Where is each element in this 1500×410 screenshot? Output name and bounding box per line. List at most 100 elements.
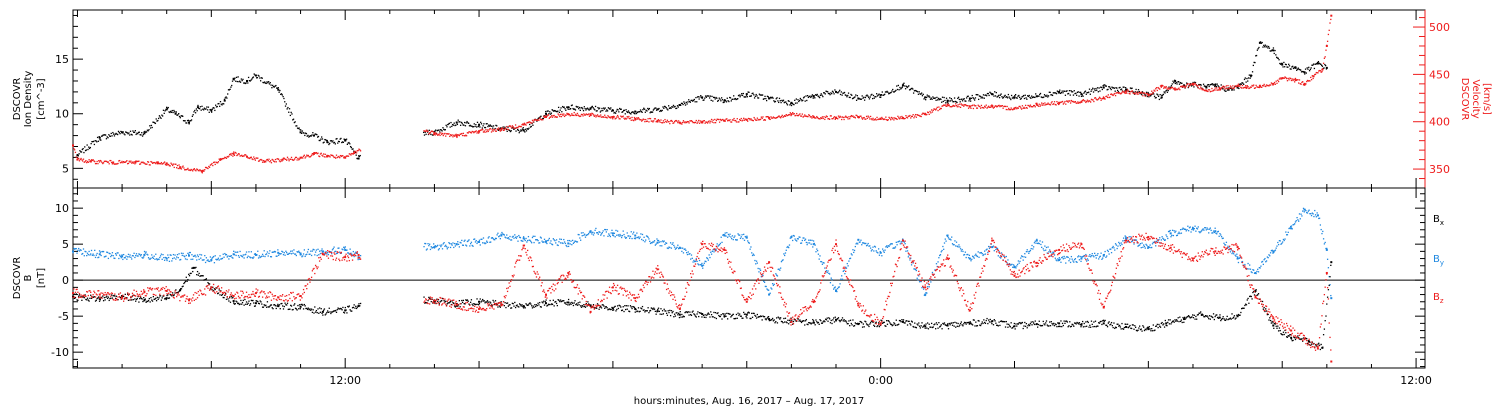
data-point [711, 95, 713, 98]
data-point [304, 255, 306, 258]
data-point [543, 238, 546, 240]
data-point [905, 115, 907, 117]
data-point [359, 254, 362, 257]
data-point [577, 106, 579, 108]
data-point [440, 129, 442, 131]
data-point [232, 78, 234, 80]
data-point [448, 122, 451, 125]
data-point [518, 132, 520, 134]
data-point [1130, 236, 1132, 238]
data-point [1012, 109, 1014, 111]
data-point [206, 259, 208, 262]
data-point [222, 157, 224, 160]
data-point [310, 250, 312, 252]
data-point [613, 116, 616, 118]
data-point [1287, 231, 1289, 233]
data-point [454, 245, 457, 247]
data-point [1169, 232, 1172, 235]
data-point [298, 250, 300, 252]
data-point [215, 161, 217, 163]
data-point [976, 255, 979, 258]
data-point [1227, 84, 1229, 87]
data-point [1034, 240, 1036, 242]
data-point [1322, 62, 1325, 64]
data-point [1165, 89, 1168, 91]
data-point [335, 250, 337, 253]
data-point [581, 113, 583, 116]
data-point [477, 131, 479, 133]
data-point [975, 93, 977, 96]
data-point [453, 134, 455, 136]
data-point [304, 134, 306, 137]
data-point [115, 163, 118, 165]
data-point [506, 128, 509, 131]
data-point [561, 242, 563, 244]
data-point [1310, 79, 1313, 81]
data-point [877, 118, 879, 121]
data-point [978, 95, 981, 97]
data-point [1147, 246, 1150, 249]
data-point [1062, 92, 1064, 94]
data-point [706, 257, 709, 260]
data-point [816, 116, 819, 119]
data-point [165, 109, 167, 111]
data-point [838, 90, 840, 93]
data-point [1254, 87, 1256, 89]
data-point [579, 109, 581, 112]
data-point [359, 149, 361, 151]
data-point [884, 93, 886, 95]
data-point [457, 134, 459, 136]
data-point [188, 254, 191, 257]
data-point [249, 157, 251, 160]
data-point [678, 122, 681, 124]
data-point [184, 169, 186, 171]
data-point [324, 253, 326, 255]
data-point [975, 255, 978, 257]
data-point [1099, 90, 1101, 92]
data-point [437, 249, 440, 251]
data-point [751, 119, 753, 121]
data-point [534, 118, 536, 121]
data-point [852, 249, 854, 251]
data-point [833, 287, 836, 289]
data-point [1120, 88, 1123, 90]
data-point [196, 259, 198, 261]
data-point [158, 258, 160, 261]
data-point [1235, 85, 1237, 87]
data-point [245, 155, 248, 157]
data-point [1272, 84, 1274, 86]
data-point [751, 92, 753, 95]
data-point [1146, 95, 1148, 98]
data-point [99, 251, 102, 253]
data-point [954, 100, 957, 103]
data-point [480, 129, 482, 131]
data-point [188, 169, 191, 171]
data-point [140, 161, 142, 163]
data-point [920, 92, 923, 94]
data-point [571, 239, 574, 242]
data-point [941, 96, 944, 98]
data-point [592, 114, 595, 116]
data-point [685, 121, 687, 123]
data-point [122, 160, 125, 163]
data-point [80, 151, 82, 153]
data-point [949, 100, 952, 102]
data-point [149, 258, 151, 260]
data-point [567, 301, 570, 304]
data-point [1155, 88, 1157, 90]
data-point [588, 231, 591, 233]
data-point [201, 172, 204, 174]
data-point [134, 163, 136, 165]
data-point [680, 104, 682, 106]
data-point [804, 114, 806, 116]
data-point [1295, 79, 1297, 81]
data-point [161, 258, 163, 260]
data-point [478, 123, 481, 126]
data-point [547, 110, 549, 112]
data-point [329, 156, 331, 158]
data-point [276, 158, 278, 160]
data-point [771, 96, 773, 98]
data-point [812, 115, 814, 117]
data-point [322, 250, 325, 253]
data-point [914, 268, 917, 271]
